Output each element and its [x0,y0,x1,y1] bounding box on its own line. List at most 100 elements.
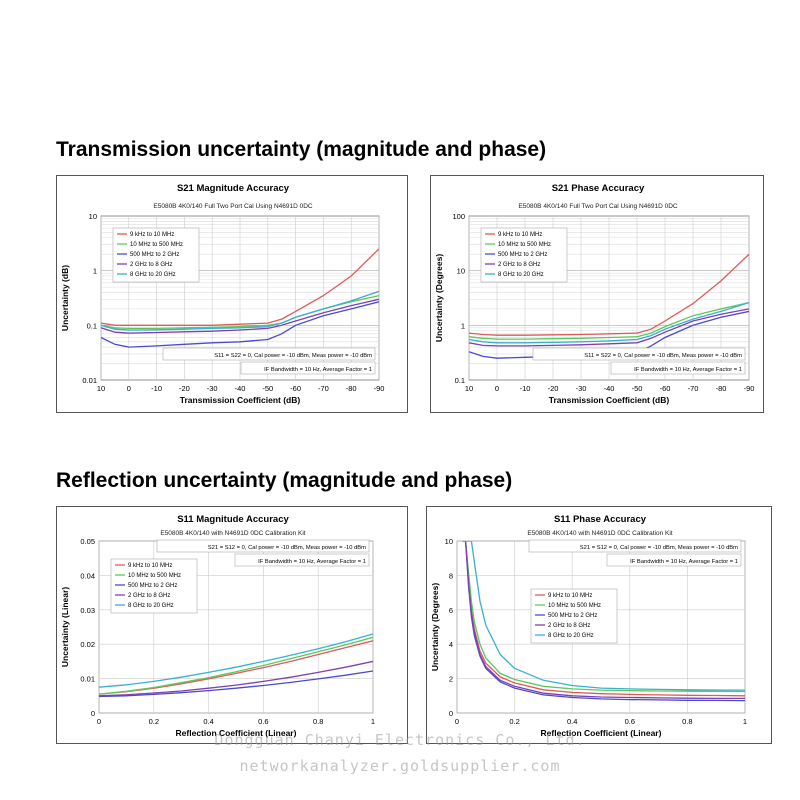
annotation-box [162,347,376,361]
annotation-text: IF Bandwidth = 10 Hz, Average Factor = 1 [630,559,738,565]
annotation-text: S11 = S22 = 0, Cal power = -10 dBm, Meas… [214,353,372,359]
y-tick-label: 10 [89,212,97,221]
x-axis-label: Reflection Coefficient (Linear) [176,728,297,738]
series-line-1 [101,248,379,326]
y-tick-label: 1 [461,321,465,330]
chart-s21-phase: S21 Phase Accuracy E5080B 4K0/140 Full Tw… [430,175,764,413]
y-tick-label: 4 [449,640,453,649]
y-axis-label: Uncertainty (Degrees) [434,254,444,343]
series-line-3 [101,301,379,348]
y-tick-label: 0.01 [80,675,95,684]
annotation-box [240,361,376,375]
legend-label: 8 GHz to 20 GHz [130,272,176,278]
chart-s21-phase-svg: S21 Phase Accuracy E5080B 4K0/140 Full Tw… [434,183,755,405]
legend-label: 500 MHz to 2 GHz [128,583,177,589]
x-tick-label: -80 [716,384,727,393]
x-tick-label: 1 [371,717,375,726]
series-line-1 [469,253,749,336]
y-tick-label: 10 [445,537,453,546]
legend-label: 10 MHz to 500 MHz [498,242,551,248]
watermark-website: networkanalyzer.goldsupplier.com [239,757,561,775]
x-tick-label: -20 [548,384,559,393]
annotation-box [528,539,742,553]
x-tick-label: -80 [346,384,357,393]
y-tick-label: 0.1 [455,376,465,385]
x-tick-label: -60 [290,384,301,393]
series-line-5 [101,290,379,331]
legend-label: 500 MHz to 2 GHz [130,252,179,258]
x-axis-label: Transmission Coefficient (dB) [180,395,301,405]
x-tick-label: -90 [374,384,385,393]
x-axis-label: Transmission Coefficient (dB) [549,395,670,405]
legend-label: 2 GHz to 8 GHz [548,623,590,629]
y-tick-label: 6 [449,606,453,615]
x-tick-label: -10 [151,384,162,393]
y-axis-label: Uncertainty (Degrees) [430,583,440,672]
x-tick-label: 0 [495,384,499,393]
annotation-box [234,553,370,567]
annotation-text: S21 = S12 = 0, Cal power = -10 dBm, Meas… [580,545,738,551]
transmission-heading: Transmission uncertainty (magnitude and … [56,138,547,161]
chart-s21-magnitude-svg: S21 Magnitude Accuracy E5080B 4K0/140 Ful… [60,183,385,405]
series-line-4 [99,660,373,697]
legend-label: 10 MHz to 500 MHz [128,573,181,579]
x-tick-label: 0 [97,717,101,726]
x-tick-label: -40 [604,384,615,393]
chart-subtitle: E5080B 4K0/140 Full Two Port Cal Using N… [153,203,313,210]
annotation-box [156,539,370,553]
x-tick-label: -70 [688,384,699,393]
y-tick-label: 0 [91,709,95,718]
y-tick-label: 0.03 [80,606,95,615]
x-tick-label: 0.6 [625,717,635,726]
series-line-2 [462,541,745,693]
x-tick-label: -30 [207,384,218,393]
legend-label: 9 kHz to 10 MHz [128,563,172,569]
x-tick-label: -70 [318,384,329,393]
x-tick-label: -60 [660,384,671,393]
legend-label: 500 MHz to 2 GHz [548,613,597,619]
legend-label: 10 MHz to 500 MHz [548,603,601,609]
series-line-5 [99,633,373,688]
y-tick-label: 0.1 [87,321,97,330]
legend-box [530,588,618,644]
legend-label: 10 MHz to 500 MHz [130,242,183,248]
y-tick-label: 8 [449,571,453,580]
chart-title: S11 Magnitude Accuracy [177,514,289,525]
legend-label: 8 GHz to 20 GHz [498,272,544,278]
x-tick-label: 0.4 [567,717,577,726]
legend-label: 500 MHz to 2 GHz [498,252,547,258]
chart-s21-magnitude: S21 Magnitude Accuracy E5080B 4K0/140 Ful… [56,175,408,413]
chart-subtitle: E5080B 4K0/140 with N4691D 0DC Calibrati… [160,530,305,537]
y-tick-label: 0.04 [80,571,95,580]
x-tick-label: 10 [97,384,105,393]
legend-box [480,227,568,283]
x-tick-label: 0.2 [149,717,159,726]
y-tick-label: 1 [93,267,97,276]
x-tick-label: -20 [179,384,190,393]
x-tick-label: -90 [744,384,755,393]
chart-subtitle: E5080B 4K0/140 with N4691D 0DC Calibrati… [527,530,672,537]
annotation-box [606,553,742,567]
x-tick-label: 0 [127,384,131,393]
x-tick-label: -10 [520,384,531,393]
series-line-5 [462,541,745,691]
y-tick-label: 0.05 [80,537,95,546]
annotation-text: IF Bandwidth = 10 Hz, Average Factor = 1 [634,367,742,373]
y-tick-label: 10 [457,267,465,276]
annotation-text: S21 = S12 = 0, Cal power = -10 dBm, Meas… [208,545,366,551]
legend-label: 2 GHz to 8 GHz [128,593,170,599]
annotation-text: IF Bandwidth = 10 Hz, Average Factor = 1 [264,367,372,373]
legend-label: 8 GHz to 20 GHz [548,633,594,639]
series-line-5 [469,301,749,344]
reflection-heading: Reflection uncertainty (magnitude and ph… [56,469,513,492]
x-tick-label: 0.8 [682,717,692,726]
legend-label: 2 GHz to 8 GHz [130,262,172,268]
legend-label: 9 kHz to 10 MHz [548,593,592,599]
chart-s11-phase-svg: S11 Phase Accuracy E5080B 4K0/140 with N4… [430,514,747,738]
watermark-company: Dongguan Chanyi Electronics Co., Ltd. [214,731,586,749]
legend-box [112,227,200,283]
chart-title: S11 Phase Accuracy [554,514,647,525]
y-tick-label: 2 [449,675,453,684]
x-tick-label: 1 [743,717,747,726]
x-tick-label: -40 [235,384,246,393]
